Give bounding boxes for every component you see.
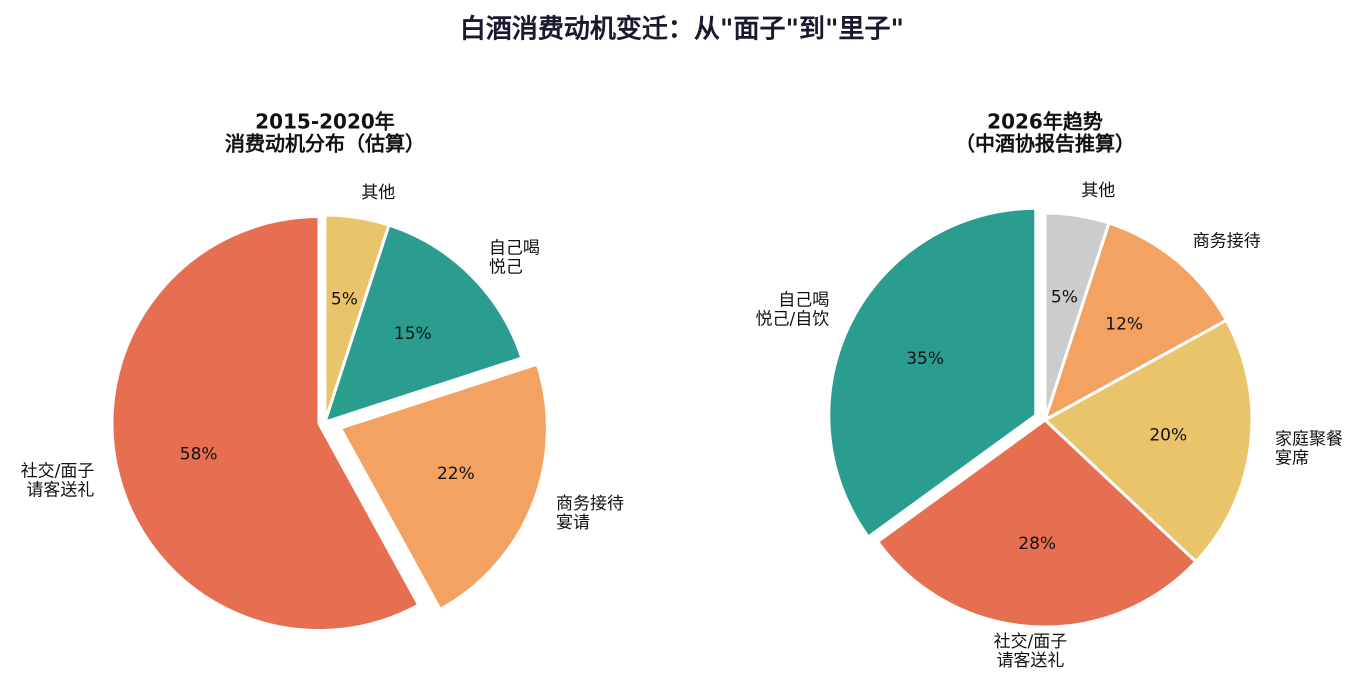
value-label: 58%	[180, 444, 218, 464]
chart-title: 2026年趋势	[987, 110, 1103, 134]
slice-label: 社交/面子	[994, 632, 1068, 652]
slice-label: 商务接待	[556, 494, 624, 514]
pie-slice	[338, 362, 549, 612]
pie-slice	[1042, 318, 1254, 564]
pie-slice	[827, 206, 1038, 540]
slice-label: 自己喝	[489, 239, 540, 259]
value-label: 12%	[1105, 314, 1143, 334]
slice-label: 其他	[1081, 181, 1115, 201]
slice-label: 宴席	[1275, 449, 1309, 469]
value-label: 35%	[906, 349, 944, 369]
chart-title: （中酒协报告推算）	[955, 132, 1135, 156]
pie-slice	[110, 215, 421, 633]
figure-title: 白酒消费动机变迁：从"面子"到"里子"	[460, 14, 904, 45]
chart-title: 消费动机分布（估算）	[225, 132, 425, 156]
value-label: 5%	[1051, 287, 1078, 307]
slice-label: 宴请	[556, 513, 590, 533]
slice-label: 社交/面子	[21, 462, 95, 482]
chart-title: 2015-2020年	[255, 110, 395, 134]
slice-label: 请客送礼	[26, 481, 94, 501]
pie-slice	[1042, 221, 1229, 424]
value-label: 5%	[331, 289, 358, 309]
value-label: 15%	[394, 324, 432, 344]
slice-label: 其他	[361, 183, 395, 203]
slice-label: 家庭聚餐	[1275, 430, 1343, 450]
slice-label: 悦己	[489, 258, 523, 278]
pie-slice	[322, 223, 524, 425]
value-label: 20%	[1149, 426, 1187, 446]
slice-label: 请客送礼	[996, 651, 1064, 671]
slice-label: 自己喝	[778, 291, 829, 311]
slice-label: 悦己/自饮	[755, 310, 829, 330]
value-label: 22%	[437, 464, 475, 484]
pie-slice	[875, 418, 1199, 629]
slice-label: 商务接待	[1193, 231, 1261, 251]
value-label: 28%	[1018, 534, 1056, 554]
